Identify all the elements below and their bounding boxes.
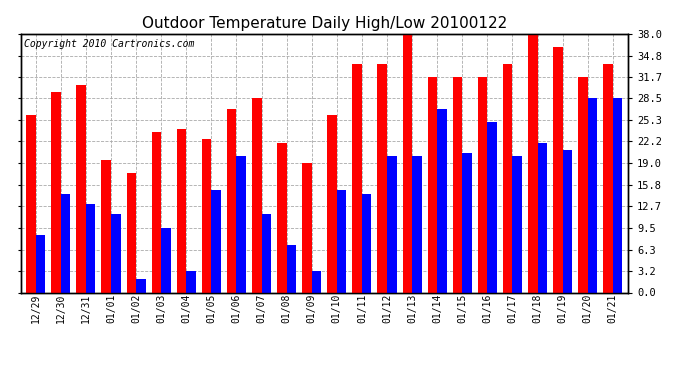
Bar	[538, 143, 547, 292]
Bar	[136, 279, 146, 292]
Bar	[513, 156, 522, 292]
Title: Outdoor Temperature Daily High/Low 20100122: Outdoor Temperature Daily High/Low 20100…	[141, 16, 507, 31]
Bar	[252, 99, 262, 292]
Bar	[51, 92, 61, 292]
Bar	[337, 190, 346, 292]
Bar	[126, 173, 136, 292]
Bar	[562, 150, 572, 292]
Bar	[578, 76, 588, 292]
Bar	[237, 156, 246, 292]
Bar	[387, 156, 397, 292]
Bar	[503, 64, 513, 292]
Text: Copyright 2010 Cartronics.com: Copyright 2010 Cartronics.com	[23, 39, 194, 49]
Bar	[277, 143, 286, 292]
Bar	[377, 64, 387, 292]
Bar	[86, 204, 95, 292]
Bar	[26, 116, 36, 292]
Bar	[362, 194, 371, 292]
Bar	[227, 109, 237, 292]
Bar	[487, 122, 497, 292]
Bar	[152, 132, 161, 292]
Bar	[36, 235, 46, 292]
Bar	[462, 153, 472, 292]
Bar	[437, 109, 446, 292]
Bar	[211, 190, 221, 292]
Bar	[202, 139, 211, 292]
Bar	[528, 34, 538, 292]
Bar	[428, 76, 437, 292]
Bar	[286, 245, 296, 292]
Bar	[186, 271, 196, 292]
Bar	[588, 99, 598, 292]
Bar	[402, 34, 412, 292]
Bar	[312, 271, 322, 292]
Bar	[613, 99, 622, 292]
Bar	[302, 163, 312, 292]
Bar	[262, 214, 271, 292]
Bar	[553, 47, 562, 292]
Bar	[478, 76, 487, 292]
Bar	[453, 76, 462, 292]
Bar	[101, 160, 111, 292]
Bar	[161, 228, 170, 292]
Bar	[111, 214, 121, 292]
Bar	[327, 116, 337, 292]
Bar	[603, 64, 613, 292]
Bar	[177, 129, 186, 292]
Bar	[77, 85, 86, 292]
Bar	[353, 64, 362, 292]
Bar	[61, 194, 70, 292]
Bar	[412, 156, 422, 292]
